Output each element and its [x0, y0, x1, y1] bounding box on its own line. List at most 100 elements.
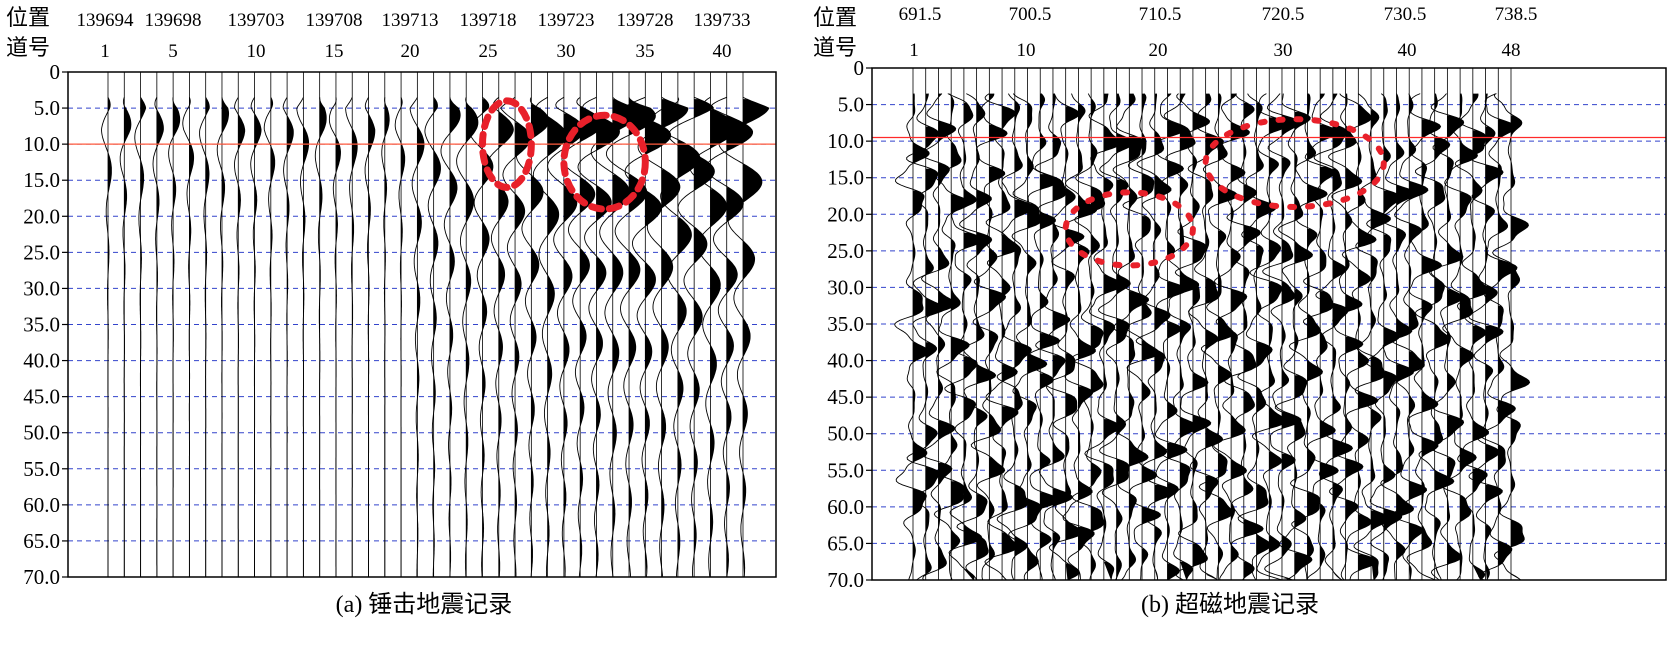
panel-a-position-row-label: 位置	[6, 5, 50, 30]
panel-a-trace-fill	[498, 111, 514, 577]
panel-b-y-tick-label: 25.0	[827, 239, 864, 263]
panel-a-trace-fill	[629, 99, 656, 577]
panel-a-trace	[547, 96, 585, 578]
panel-a-trace	[577, 96, 620, 578]
panel-b-position-label: 700.5	[1009, 4, 1052, 25]
panel-a-trace-fill	[124, 106, 131, 578]
panel-b-trace	[906, 93, 946, 581]
panel-b-position-label: 720.5	[1262, 4, 1305, 25]
panel-b-y-tick-label: 65.0	[827, 531, 864, 555]
panel-b-y-tick-label: 15.0	[827, 166, 864, 190]
panel-a-position-label: 139718	[460, 10, 517, 31]
panel-b-position-label: 730.5	[1384, 4, 1427, 25]
panel-b-trace	[894, 93, 930, 581]
panel-b-trace-fill	[1307, 93, 1328, 560]
panel-a-trace-fill	[368, 115, 375, 545]
panel-b-trace	[1098, 93, 1135, 581]
panel-a-trace	[119, 97, 132, 577]
panel-a-trace	[364, 97, 376, 577]
panel-a-trace-fill	[515, 122, 531, 577]
panel-a-trace-fill	[384, 102, 390, 559]
panel-a-trace-fill	[661, 99, 688, 577]
panel-a-y-tick-label: 35.0	[23, 313, 60, 337]
panel-b-trace	[1339, 93, 1379, 581]
panel-a-traces	[101, 72, 770, 578]
panel-a-trace	[345, 97, 358, 577]
panel-b-trace-fill	[1320, 93, 1339, 568]
panel-b-trace	[1237, 93, 1277, 581]
panel-a-trace	[101, 97, 112, 577]
panel-b-trace	[1353, 93, 1391, 581]
panel-a-trace	[718, 96, 770, 578]
panel-a-position-label: 139708	[306, 10, 363, 31]
panel-a-trace-label: 5	[168, 41, 178, 62]
panel-b-trace-label: 48	[1502, 40, 1521, 61]
panel-b-trace-label: 1	[909, 40, 919, 61]
panel-a-trace-fill	[303, 127, 309, 549]
panel-a-trace-fill	[352, 129, 358, 577]
panel-b-trace-fill	[1358, 104, 1378, 571]
panel-a-trace	[440, 97, 461, 578]
panel-a-trace	[134, 97, 147, 577]
panel-a-trace	[328, 97, 341, 577]
panel-b-plot-frame	[871, 67, 1667, 581]
panel-b-trace	[1328, 93, 1364, 581]
panel-a-y-tick-label: 55.0	[23, 457, 60, 481]
panel-b-position-label: 710.5	[1139, 4, 1182, 25]
panel-b-trace	[1249, 93, 1290, 581]
panel-a-y-tick-label: 25.0	[23, 240, 60, 264]
panel-b: 位置 道号 691.5 700.5 710.5 720.5 730.5 738.5 1 10…	[813, 4, 1667, 618]
panel-a-trace	[234, 97, 246, 577]
panel-b-trace	[1174, 93, 1212, 581]
panel-b-trace-row-label: 道号	[813, 35, 857, 60]
panel-b-y-tick-label: 70.0	[827, 568, 864, 592]
panel-a-trace-label: 25	[479, 41, 498, 62]
panel-a-highlight-ellipse	[560, 111, 649, 213]
panel-b-trace-fill	[1053, 93, 1073, 580]
panel-b-trace-fill	[951, 97, 970, 581]
panel-a-y-tick-label: 60.0	[23, 493, 60, 517]
panel-b-trace-fill	[1485, 93, 1504, 580]
panel-a-y-tick-label: 30.0	[23, 276, 60, 300]
panel-a-trace-fill	[563, 113, 585, 577]
panel-b-traces	[894, 68, 1531, 581]
panel-b-trace-fill	[1142, 93, 1161, 566]
panel-b-trace-fill	[1294, 111, 1313, 577]
panel-a-trace-label: 15	[325, 41, 344, 62]
panel-b-trace	[1223, 93, 1264, 581]
panel-a-trace-fill	[482, 99, 493, 549]
panel-a-y-tick-label: 65.0	[23, 529, 60, 553]
panel-b-trace	[933, 93, 971, 581]
panel-a-position-label: 139694	[77, 10, 135, 31]
panel-b-trace	[1122, 93, 1161, 581]
panel-b-y-tick-label: 45.0	[827, 385, 864, 409]
panel-b-trace	[1406, 93, 1443, 581]
panel-b-trace-fill	[1091, 99, 1105, 577]
panel-b-trace	[1492, 93, 1531, 581]
panel-a-trace-label: 20	[401, 41, 420, 62]
panel-b-y-tick-label: 0	[854, 56, 865, 80]
panel-b-trace	[1070, 93, 1106, 581]
panel-b-trace	[1154, 93, 1188, 581]
panel-a-trace-label: 40	[713, 41, 732, 62]
panel-a-trace-fill	[726, 115, 753, 578]
panel-b-trace	[1380, 93, 1416, 581]
panel-a-position-label: 139703	[228, 10, 285, 31]
panel-b-trace-fill	[1282, 115, 1301, 580]
panel-a-y-tick-label: 50.0	[23, 421, 60, 445]
panel-a-position-label: 139733	[694, 10, 751, 31]
panel-a-trace	[296, 97, 310, 577]
panel-a-trace	[216, 97, 230, 577]
panel-b-trace	[1288, 93, 1328, 581]
panel-a-trace-label: 30	[557, 41, 576, 62]
panel-a-trace-label: 35	[636, 41, 655, 62]
panel-a-y-tick-label: 70.0	[23, 565, 60, 589]
panel-a-trace	[561, 96, 603, 578]
panel-b-trace	[1440, 93, 1479, 581]
panel-b-y-tick-label: 55.0	[827, 458, 864, 482]
panel-b-trace-fill	[1231, 93, 1250, 564]
panel-b-trace	[1313, 93, 1354, 581]
panel-b-trace-fill	[1434, 93, 1454, 580]
panel-a-trace-fill	[238, 115, 245, 572]
panel-b-y-tick-labels: 0 5.0 10.0 15.0 20.0 25.0 30.0 35.0 40.0 45.0 50.0…	[827, 56, 872, 592]
